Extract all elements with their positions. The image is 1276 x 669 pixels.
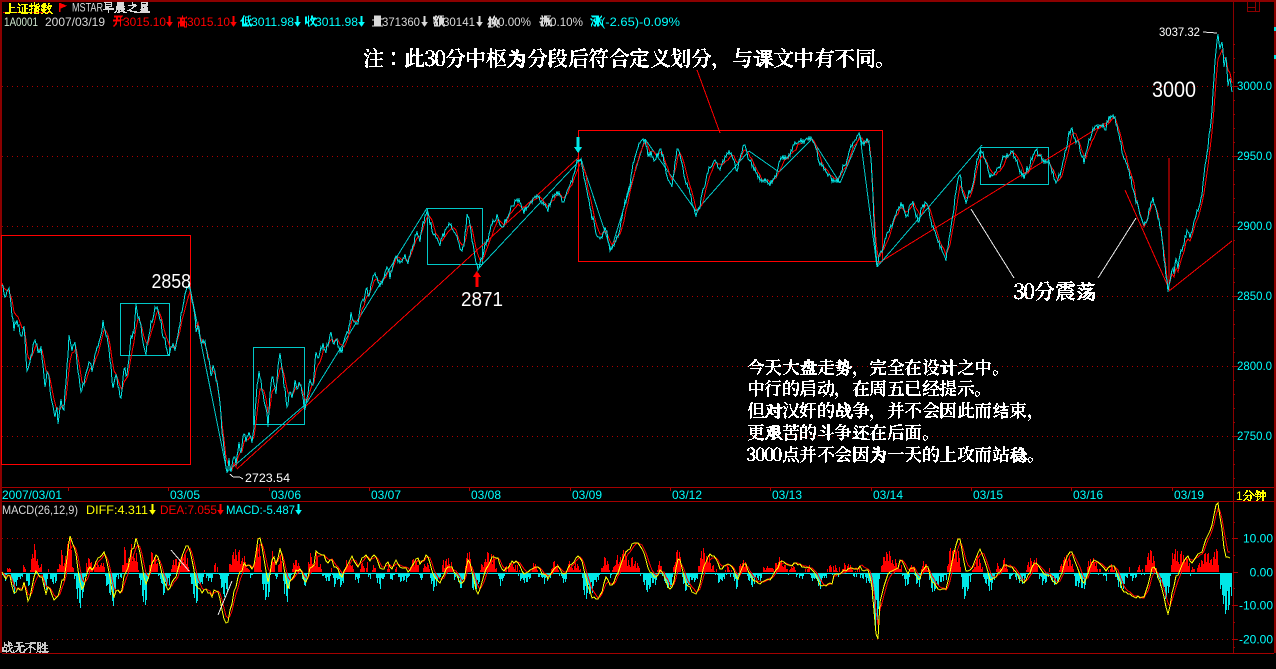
svg-text:03/15: 03/15: [973, 488, 1003, 502]
svg-text:30141: 30141: [443, 15, 475, 29]
svg-text:3015.10: 3015.10: [123, 15, 166, 29]
svg-text:03/13: 03/13: [772, 488, 802, 502]
svg-text:2871: 2871: [461, 289, 503, 311]
svg-text:1: 1: [1236, 489, 1243, 503]
svg-text:03/14: 03/14: [873, 488, 903, 502]
svg-text:0.00%: 0.00%: [498, 15, 531, 29]
svg-text:3011.98: 3011.98: [251, 15, 294, 29]
svg-text:MACD(26,12,9): MACD(26,12,9): [2, 503, 78, 517]
svg-text:MSTAR: MSTAR: [72, 1, 103, 15]
svg-text:10.00: 10.00: [1243, 532, 1273, 546]
svg-text:03/08: 03/08: [471, 488, 501, 502]
svg-text:(-2.65)-0.09%: (-2.65)-0.09%: [601, 15, 680, 29]
svg-text:DIFF:4.311: DIFF:4.311: [86, 503, 148, 517]
svg-text:3000.0: 3000.0: [1237, 79, 1272, 93]
svg-text:3037.32: 3037.32: [1159, 25, 1200, 39]
svg-text:MACD:-5.487: MACD:-5.487: [226, 503, 295, 517]
svg-text:3015.10: 3015.10: [187, 15, 230, 29]
svg-text:03/07: 03/07: [371, 488, 401, 502]
svg-text:3000: 3000: [1152, 77, 1196, 102]
svg-text:03/06: 03/06: [271, 488, 301, 502]
svg-text:2007/03/19: 2007/03/19: [45, 15, 105, 29]
svg-text:DEA:7.055: DEA:7.055: [160, 503, 217, 517]
svg-text:2858: 2858: [152, 271, 192, 293]
svg-text:0.10%: 0.10%: [550, 15, 583, 29]
svg-text:3011.98: 3011.98: [315, 15, 358, 29]
svg-text:03/19: 03/19: [1174, 488, 1204, 502]
svg-text:2950.0: 2950.0: [1237, 149, 1272, 163]
svg-text:2800.0: 2800.0: [1237, 359, 1272, 373]
svg-text:0.00: 0.00: [1250, 566, 1274, 580]
svg-text:03/09: 03/09: [572, 488, 602, 502]
svg-text:2900.0: 2900.0: [1237, 219, 1272, 233]
svg-text:03/05: 03/05: [170, 488, 200, 502]
svg-text:1A0001: 1A0001: [4, 15, 38, 29]
svg-text:03/16: 03/16: [1073, 488, 1103, 502]
svg-text:371360: 371360: [382, 15, 420, 29]
svg-text:2850.0: 2850.0: [1237, 289, 1272, 303]
svg-text:03/12: 03/12: [672, 488, 702, 502]
svg-text:2723.54: 2723.54: [245, 471, 290, 485]
svg-text:2750.0: 2750.0: [1237, 429, 1272, 443]
svg-text:-20.00: -20.00: [1239, 633, 1273, 647]
svg-text:2007/03/01: 2007/03/01: [2, 488, 62, 502]
svg-text:-10.00: -10.00: [1239, 599, 1273, 613]
